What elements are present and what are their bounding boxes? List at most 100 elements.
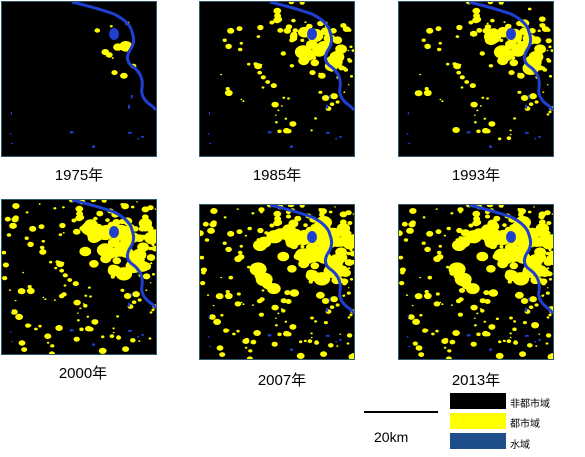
water-body [341,300,343,302]
urban-area [486,265,496,273]
urban-area [134,255,140,260]
water-body [9,331,12,333]
urban-area [509,224,518,231]
urban-area [340,231,347,237]
urban-area [257,236,272,248]
urban-area [479,105,482,107]
urban-area [335,303,340,307]
urban-area [486,97,489,100]
urban-area [279,227,296,241]
urban-area [497,259,509,269]
urban-area [15,313,23,320]
urban-area [27,285,32,289]
urban-area [347,316,351,319]
urban-area [149,311,153,314]
urban-area [347,267,351,270]
urban-area [520,298,529,304]
urban-area [529,296,537,303]
lake [109,226,119,238]
urban-area [414,90,423,97]
urban-area [315,340,318,343]
urban-area [307,339,313,344]
urban-area [548,110,552,114]
urban-area [274,114,277,116]
urban-area [226,329,230,332]
water-body [143,97,145,99]
urban-area [518,212,524,217]
urban-area [468,223,474,228]
urban-area [120,288,125,292]
urban-area [418,352,425,357]
urban-area [219,352,226,357]
urban-area [476,28,483,33]
urban-area [476,109,479,112]
urban-area [220,313,224,317]
urban-area [328,343,334,348]
urban-area [113,43,123,51]
urban-area [323,33,336,44]
urban-area [447,349,452,353]
urban-area [472,210,481,217]
urban-area [282,96,286,99]
urban-area [488,289,499,297]
urban-area [550,49,553,52]
urban-area [309,50,315,54]
urban-area [351,49,354,52]
urban-area [310,316,314,320]
urban-area [399,281,405,286]
urban-area [280,298,287,304]
urban-area [492,218,497,223]
urban-area [213,318,221,325]
water-body [334,71,337,74]
urban-area [98,347,107,354]
urban-area [459,75,465,80]
urban-area [22,271,25,274]
urban-area [488,64,494,68]
water-body [534,138,537,140]
urban-area [310,336,313,339]
urban-area [318,208,323,211]
urban-area [240,98,243,101]
urban-area [130,338,136,343]
urban-area [114,246,127,257]
urban-area [273,220,281,227]
urban-area [435,329,439,333]
water-body [143,295,145,297]
urban-area [312,45,326,57]
urban-area [545,251,550,256]
urban-area [546,271,553,277]
urban-area [460,229,470,237]
urban-area [449,263,460,271]
urban-area [247,265,251,269]
urban-area [527,210,532,214]
urban-area [101,200,107,203]
urban-area [314,320,318,323]
urban-area [273,210,282,217]
urban-area [236,329,240,333]
urban-area [509,332,512,335]
urban-area [320,351,328,357]
urban-area [509,129,512,132]
urban-area [424,290,429,294]
urban-area [510,55,516,60]
map-panel-2013 [398,204,554,360]
urban-area [340,23,347,28]
urban-area [59,268,65,273]
urban-area [225,87,230,91]
urban-area [117,335,120,338]
urban-area [250,339,257,345]
urban-area [506,339,512,344]
urban-area [481,96,485,99]
urban-area [121,221,126,224]
urban-area [298,56,310,66]
urban-area [403,238,409,242]
urban-area [256,35,261,38]
urban-area [489,36,497,42]
urban-area [472,7,481,14]
urban-area [305,251,319,262]
urban-area [275,324,278,327]
urban-area [487,2,493,5]
urban-area [258,312,264,317]
water-body [524,131,529,134]
urban-area [79,307,82,310]
